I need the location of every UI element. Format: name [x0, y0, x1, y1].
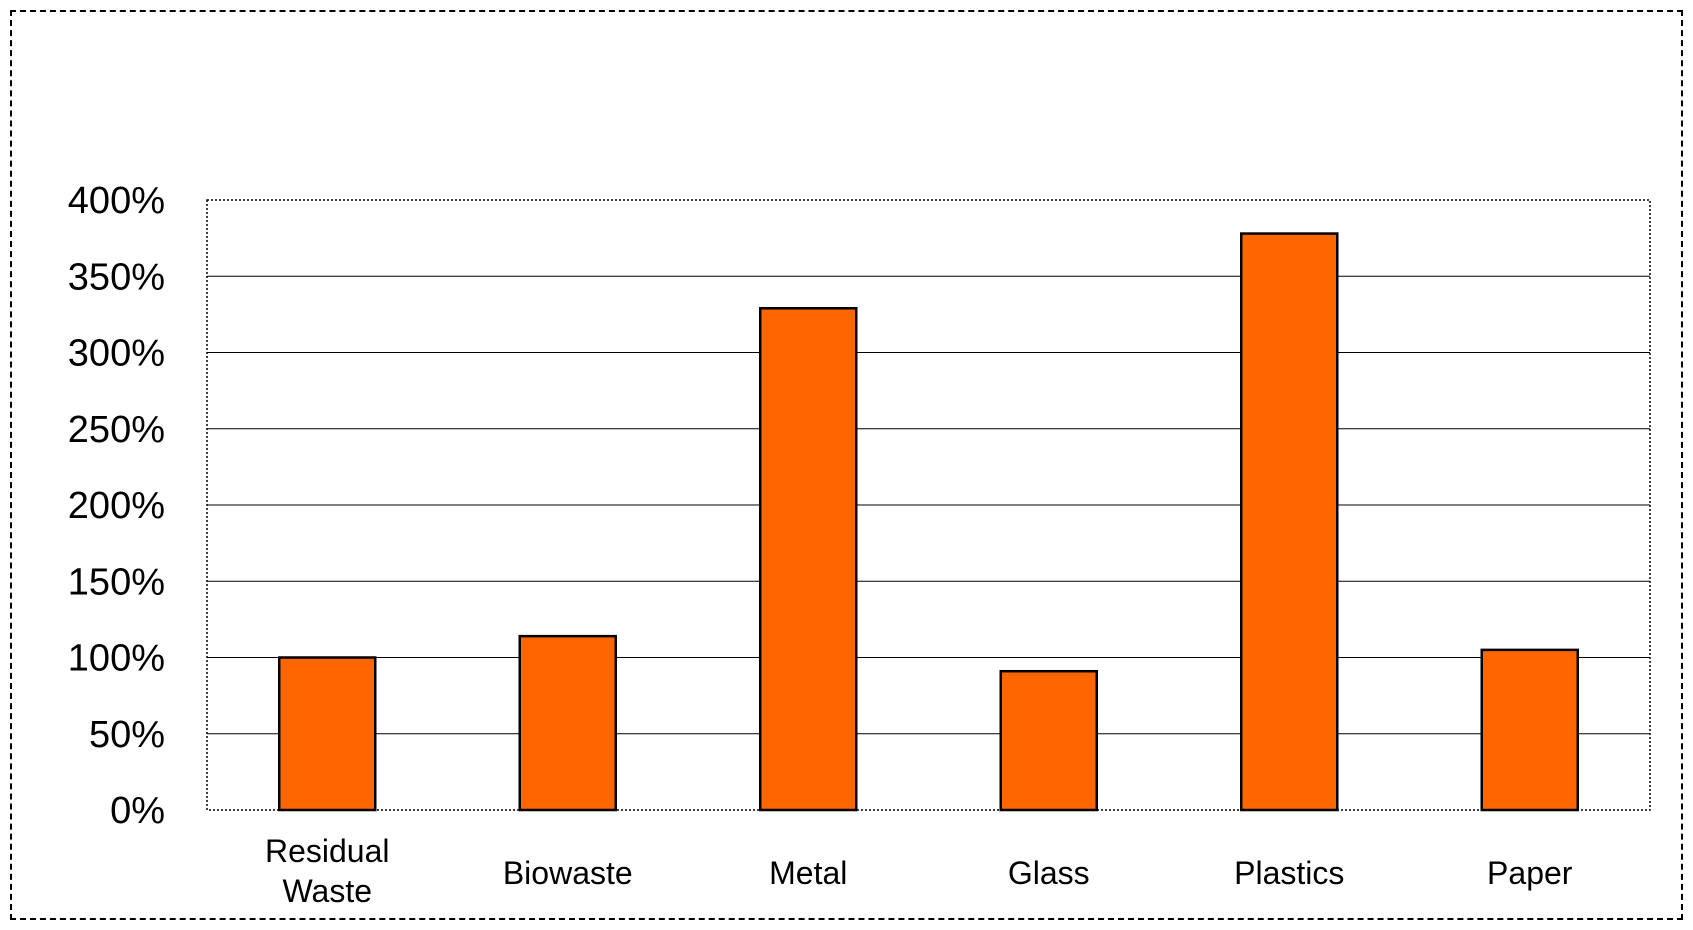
x-category-label-line: Metal: [769, 855, 847, 891]
x-axis-category-labels: Residual Waste Biowaste Metal Glass Plastics P…: [265, 833, 1573, 909]
y-tick-label: 300%: [68, 333, 165, 375]
bars: [278, 232, 1579, 812]
x-category-label-line: Glass: [1008, 855, 1090, 891]
bar-biowaste: [518, 634, 617, 812]
y-tick-label: 150%: [68, 561, 165, 603]
x-category-label-line: Biowaste: [503, 855, 633, 891]
y-tick-label: 0%: [110, 790, 165, 832]
x-category-label-line: Waste: [283, 873, 373, 909]
gridlines: [207, 275, 1650, 735]
bar-paper: [1480, 648, 1579, 812]
x-category-label: Biowaste: [503, 855, 633, 891]
x-category-label: Paper: [1487, 855, 1573, 891]
y-axis-tick-labels: 0% 50% 100% 150% 200% 250% 300% 350% 400%: [68, 180, 165, 832]
y-tick-label: 50%: [89, 714, 165, 756]
y-tick-label: 250%: [68, 409, 165, 451]
x-category-label: Residual Waste: [265, 833, 390, 909]
x-category-label-line: Residual: [265, 833, 390, 869]
chart-frame: [10, 10, 1683, 920]
x-category-label-line: Paper: [1487, 855, 1573, 891]
bar-plastics: [1240, 232, 1339, 812]
bar-residual-waste: [278, 656, 377, 812]
y-tick-label: 100%: [68, 638, 165, 680]
x-category-label: Glass: [1008, 855, 1090, 891]
y-tick-label: 400%: [68, 180, 165, 222]
y-tick-label: 350%: [68, 256, 165, 298]
x-category-label-line: Plastics: [1234, 855, 1344, 891]
x-category-label: Plastics: [1234, 855, 1344, 891]
plot-area-border: [206, 199, 1651, 811]
bar-glass: [999, 669, 1098, 812]
bar-metal: [759, 307, 858, 812]
x-category-label: Metal: [769, 855, 847, 891]
y-tick-label: 200%: [68, 485, 165, 527]
